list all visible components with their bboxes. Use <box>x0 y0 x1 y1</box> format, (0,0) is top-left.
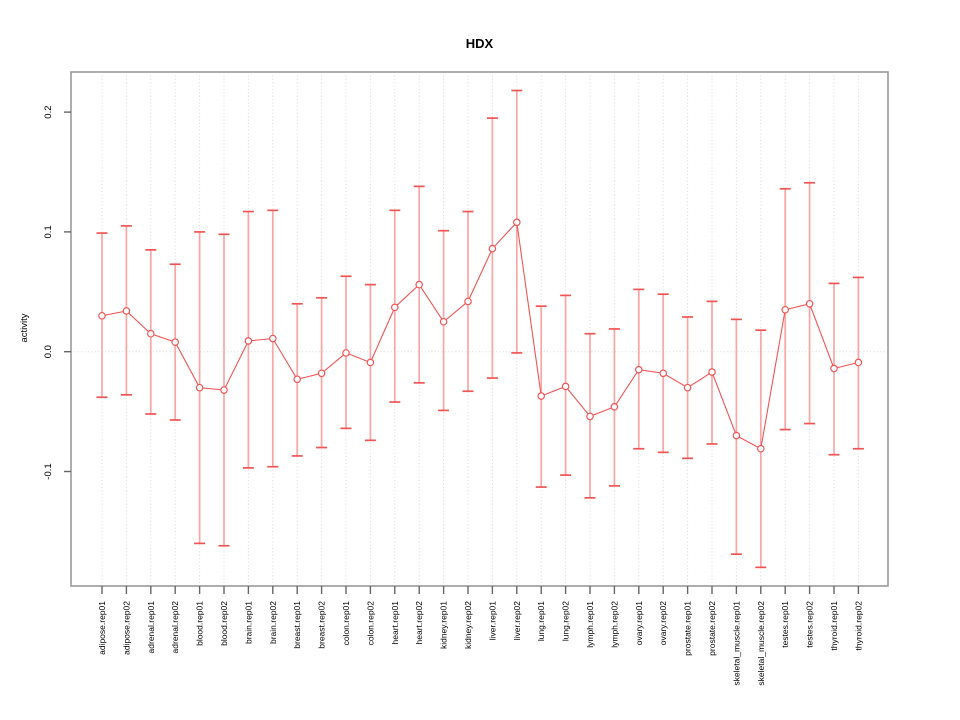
data-point <box>708 368 716 376</box>
data-point <box>317 369 326 378</box>
x-tick-label: breast.rep01 <box>292 601 302 649</box>
data-point <box>830 364 838 373</box>
data-point <box>366 358 375 367</box>
x-tick-label: brain.rep02 <box>268 601 278 644</box>
data-point <box>683 383 692 392</box>
x-tick-label: lymph.rep02 <box>609 601 619 648</box>
data-point <box>512 218 521 227</box>
x-tick-label: heart.rep02 <box>414 601 424 645</box>
x-tick-label: lymph.rep01 <box>585 601 595 648</box>
data-point <box>537 392 546 400</box>
data-point <box>220 386 228 394</box>
data-point <box>464 297 472 306</box>
series-line <box>101 221 859 450</box>
data-point <box>732 431 741 440</box>
plot-frame <box>70 71 889 587</box>
data-point <box>171 338 180 346</box>
data-point <box>854 358 863 367</box>
data-point <box>561 382 570 391</box>
data-point <box>342 349 350 357</box>
data-point <box>293 375 302 384</box>
x-tick-label: lung.rep02 <box>561 601 571 641</box>
x-tick-label: testes.rep01 <box>780 601 790 648</box>
data-point <box>439 317 448 326</box>
data-point <box>390 303 399 312</box>
x-tick-label: adipose.rep01 <box>97 601 107 655</box>
x-tick-label: prostate.rep01 <box>683 601 693 656</box>
data-point <box>781 305 790 314</box>
x-tick-label: thyroid.rep01 <box>829 601 839 651</box>
data-point <box>610 403 619 411</box>
x-tick-label: colon.rep02 <box>365 601 375 646</box>
x-tick-label: adrenal.rep01 <box>146 601 156 654</box>
error-bars <box>96 89 864 569</box>
x-tick-label: prostate.rep02 <box>707 601 717 656</box>
data-point <box>659 369 668 378</box>
y-tick-label: 0.1 <box>43 225 54 238</box>
x-tick-label: thyroid.rep02 <box>853 601 863 651</box>
x-tick-label: adrenal.rep02 <box>170 601 180 654</box>
x-tick-label: testes.rep02 <box>805 601 815 648</box>
data-point <box>634 365 643 374</box>
x-tick-label: brain.rep01 <box>243 601 253 644</box>
x-tick-label: colon.rep01 <box>341 601 351 646</box>
x-tick-label: blood.rep01 <box>195 601 205 646</box>
x-tick-label: breast.rep02 <box>317 601 327 649</box>
x-tick-label: ovary.rep02 <box>658 601 668 646</box>
data-point <box>244 337 253 345</box>
x-tick-label: lung.rep01 <box>536 601 546 641</box>
data-point <box>756 444 765 453</box>
y-axis: 0.2 0.1 0.0 -0.1 <box>43 105 71 480</box>
x-axis: adipose.rep01 adipose.rep02 adrenal.rep01 a… <box>97 586 863 686</box>
x-tick-label: blood.rep02 <box>219 601 229 646</box>
data-point <box>268 334 277 343</box>
x-tick-label: ovary.rep01 <box>634 601 644 646</box>
grid-lines <box>71 72 888 586</box>
chart-title: HDX <box>465 36 494 51</box>
x-tick-label: liver.rep01 <box>487 601 497 640</box>
data-point <box>586 412 594 421</box>
data-point <box>805 299 814 308</box>
y-tick-label: -0.1 <box>43 463 54 479</box>
y-tick-label: 0.2 <box>43 105 54 118</box>
data-point <box>488 244 497 253</box>
data-point <box>98 311 106 320</box>
x-tick-label: skeletal_muscle.rep01 <box>731 601 741 686</box>
x-tick-label: liver.rep02 <box>512 601 522 640</box>
data-point <box>415 280 424 289</box>
x-tick-label: kidney.rep02 <box>463 601 473 649</box>
data-point <box>122 307 131 315</box>
data-point <box>195 383 204 392</box>
x-tick-label: adipose.rep02 <box>121 601 131 655</box>
x-tick-label: kidney.rep01 <box>439 601 449 649</box>
data-points <box>98 218 863 453</box>
y-tick-label: 0.0 <box>43 345 54 358</box>
x-tick-label: heart.rep01 <box>390 601 400 645</box>
x-tick-label: skeletal_muscle.rep02 <box>756 601 766 686</box>
data-point <box>147 329 155 338</box>
